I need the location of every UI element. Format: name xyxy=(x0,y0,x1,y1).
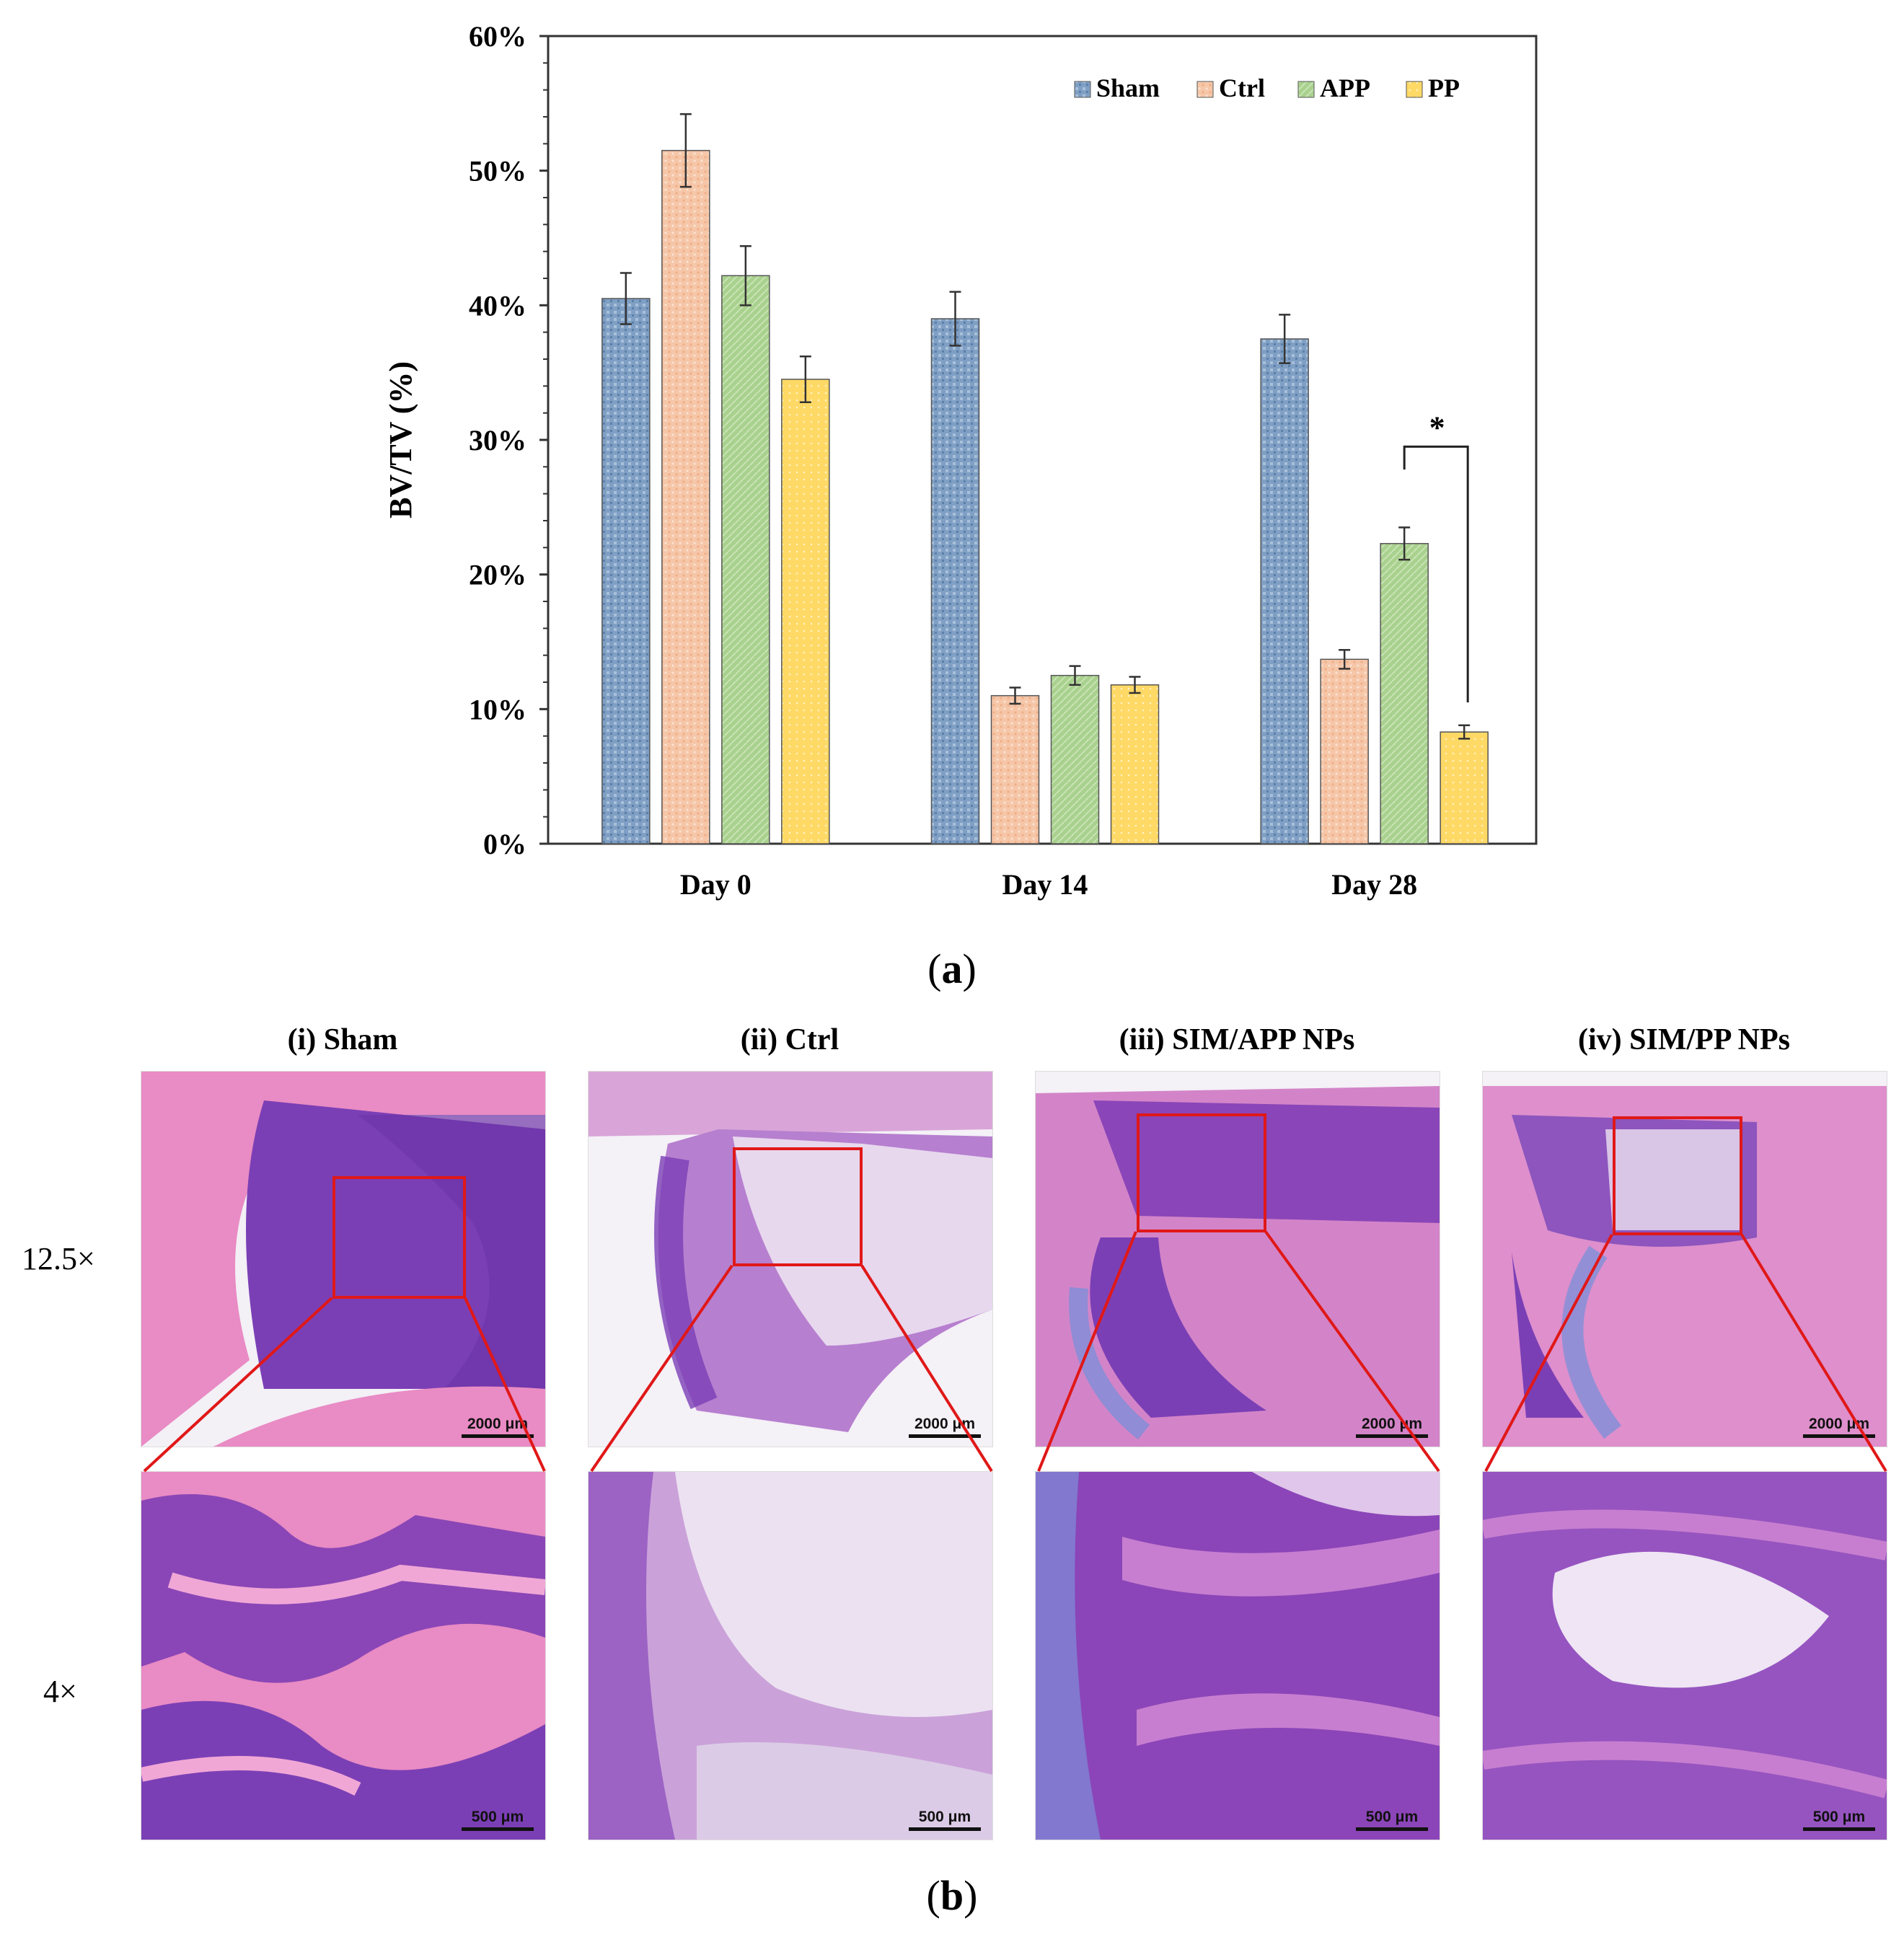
y-tick-label: 20% xyxy=(469,559,526,591)
bar-series xyxy=(601,113,1489,844)
x-tick-label: Day 14 xyxy=(1002,868,1088,901)
bar-sham-day-0 xyxy=(601,298,651,844)
panel-a-caption: (a) xyxy=(927,945,977,992)
bv-tv-bar-chart: 0% 10% 20% 30% 40% 50% 60% Day 0 Day 14 Day 28 S… xyxy=(383,20,1538,901)
legend-label-pp: PP xyxy=(1428,74,1460,102)
x-tick-label: Day 0 xyxy=(680,868,752,901)
micrograph-sim-app-12x: 2000 μm xyxy=(1035,1071,1440,1447)
significance-bracket: * xyxy=(1403,410,1469,702)
legend-swatch-ctrl xyxy=(1196,81,1214,98)
column-title-sim-app: (iii) SIM/APP NPs xyxy=(1119,1023,1355,1056)
tissue-image xyxy=(1036,1472,1440,1840)
micrograph-sham-4x: 500 μm xyxy=(141,1471,546,1840)
micrograph-ctrl-4x: 500 μm xyxy=(588,1471,993,1840)
significance-star: * xyxy=(1429,410,1445,445)
y-tick-label: 40% xyxy=(469,289,526,322)
y-tick-label: 30% xyxy=(469,424,526,456)
micrograph-sim-pp-12x: 2000 μm xyxy=(1482,1071,1887,1447)
micrograph-sim-pp-4x: 500 μm xyxy=(1482,1471,1887,1840)
column-title-sham: (i) Sham xyxy=(287,1023,398,1056)
chart-legend: Sham Ctrl APP PP xyxy=(1074,74,1460,102)
y-tick-label: 60% xyxy=(469,20,526,53)
column-title-ctrl: (ii) Ctrl xyxy=(740,1023,839,1056)
panel-b-letter: b xyxy=(940,1872,964,1919)
column-title-sim-pp: (iv) SIM/PP NPs xyxy=(1578,1023,1790,1056)
x-tick-label: Day 28 xyxy=(1331,868,1417,901)
significance-bracket-line xyxy=(1403,445,1469,702)
bar-pp-day-28 xyxy=(1440,731,1489,844)
bar-ctrl-day-14 xyxy=(990,694,1040,844)
legend-label-ctrl: Ctrl xyxy=(1219,74,1265,102)
legend-swatch-pp xyxy=(1406,81,1423,98)
x-axis: Day 0 Day 14 Day 28 xyxy=(680,868,1417,901)
scale-bar: 500 μm xyxy=(909,1809,981,1831)
bar-sham-day-14 xyxy=(930,318,980,844)
scale-bar: 2000 μm xyxy=(909,1416,981,1438)
y-tick-label: 0% xyxy=(483,828,526,860)
tissue-image xyxy=(141,1472,545,1840)
legend-label-sham: Sham xyxy=(1096,74,1160,102)
scale-bar: 2000 μm xyxy=(1803,1416,1875,1438)
y-axis-label: BV/TV (%) xyxy=(383,361,418,518)
bar-ctrl-day-28 xyxy=(1320,658,1369,844)
legend-label-app: APP xyxy=(1320,74,1370,102)
y-tick-label: 10% xyxy=(469,693,526,725)
panel-b-caption: (b) xyxy=(926,1872,978,1919)
scale-bar: 500 μm xyxy=(1803,1809,1875,1831)
tissue-image xyxy=(589,1472,992,1840)
row-label-high-mag: 4× xyxy=(43,1674,77,1709)
legend-swatch-app xyxy=(1297,81,1315,98)
bar-sham-day-28 xyxy=(1260,338,1309,844)
y-tick-label: 50% xyxy=(469,155,526,187)
bar-pp-day-0 xyxy=(781,379,830,844)
bar-pp-day-14 xyxy=(1110,684,1160,844)
y-axis: 0% 10% 20% 30% 40% 50% 60% xyxy=(469,20,548,860)
micrograph-ctrl-12x: 2000 μm xyxy=(588,1071,993,1447)
scale-bar: 500 μm xyxy=(462,1809,534,1831)
micrograph-sham-12x: 2000 μm xyxy=(141,1071,546,1447)
micrograph-sim-app-4x: 500 μm xyxy=(1035,1471,1440,1840)
region-of-interest-box xyxy=(733,1147,863,1266)
scale-bar: 2000 μm xyxy=(1356,1416,1428,1438)
bar-ctrl-day-0 xyxy=(661,149,710,844)
bar-app-day-28 xyxy=(1380,542,1429,844)
legend-swatch-sham xyxy=(1074,81,1091,98)
bar-app-day-14 xyxy=(1050,674,1100,844)
row-label-low-mag: 12.5× xyxy=(22,1241,95,1276)
bar-app-day-0 xyxy=(721,275,770,844)
tissue-image xyxy=(1483,1472,1887,1840)
scale-bar: 500 μm xyxy=(1356,1809,1428,1831)
region-of-interest-box xyxy=(1613,1116,1742,1235)
scale-bar: 2000 μm xyxy=(462,1416,534,1438)
region-of-interest-box xyxy=(1137,1113,1266,1232)
panel-a-letter: a xyxy=(941,945,963,992)
region-of-interest-box xyxy=(332,1176,466,1299)
